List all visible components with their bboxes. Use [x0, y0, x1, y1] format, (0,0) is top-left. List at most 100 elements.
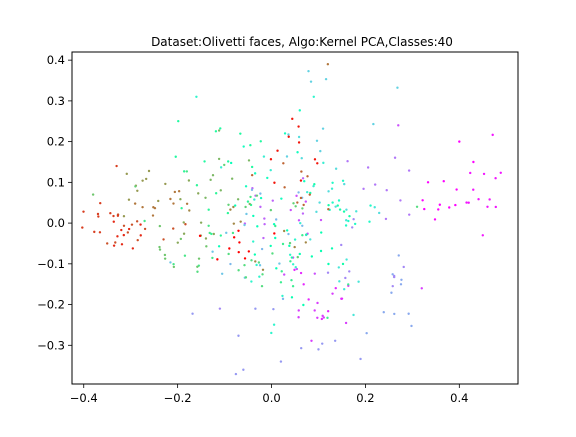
scatter-point	[327, 190, 330, 193]
scatter-point	[302, 303, 305, 307]
scatter-point	[499, 171, 502, 174]
scatter-point	[343, 288, 346, 291]
scatter-point	[99, 201, 102, 205]
scatter-point	[143, 227, 147, 231]
scatter-point	[433, 218, 437, 221]
scatter-point	[209, 178, 212, 182]
scatter-point	[229, 161, 233, 165]
scatter-point	[297, 309, 300, 312]
scatter-point	[295, 194, 298, 198]
y-tick-label: 0.3	[47, 94, 65, 108]
scatter-point	[141, 179, 144, 182]
scatter-point	[301, 207, 304, 210]
scatter-point	[253, 253, 257, 256]
scatter-point	[373, 206, 376, 209]
scatter-point	[263, 222, 266, 226]
scatter-point	[315, 210, 318, 214]
scatter-point	[179, 198, 182, 201]
scatter-point	[442, 180, 445, 183]
scatter-point	[184, 223, 187, 226]
scatter-point	[195, 184, 199, 187]
scatter-point	[127, 198, 131, 201]
scatter-point	[298, 109, 301, 112]
scatter-point	[198, 234, 202, 238]
scatter-point	[269, 208, 273, 212]
scatter-point	[373, 183, 377, 186]
scatter-point	[344, 224, 348, 227]
scatter-point	[297, 135, 301, 139]
scatter-point	[486, 205, 489, 208]
scatter-point	[226, 211, 230, 215]
scatter-point	[127, 227, 131, 231]
scatter-point	[134, 185, 137, 188]
scatter-point	[305, 233, 308, 236]
scatter-point	[290, 256, 294, 259]
scatter-point	[300, 157, 303, 160]
scatter-point	[219, 234, 222, 237]
scatter-point	[321, 127, 325, 130]
scatter-point	[217, 129, 221, 132]
scatter-point	[207, 224, 210, 227]
scatter-point	[322, 316, 326, 319]
scatter-point	[337, 266, 340, 269]
scatter-point	[250, 280, 253, 283]
scatter-point	[185, 170, 189, 173]
scatter-point	[331, 201, 334, 204]
scatter-point	[294, 265, 297, 269]
scatter-point	[331, 181, 334, 184]
scatter-point	[196, 265, 199, 268]
scatter-point	[346, 160, 349, 163]
scatter-point	[232, 205, 235, 209]
scatter-point	[182, 232, 186, 235]
scatter-point	[330, 247, 334, 250]
scatter-point	[259, 205, 262, 209]
scatter-point	[340, 243, 343, 247]
y-tick-label: −0.1	[37, 257, 65, 271]
scatter-point	[263, 217, 266, 220]
scatter-point	[282, 229, 286, 233]
scatter-point	[230, 177, 234, 180]
scatter-point	[216, 258, 219, 261]
scatter-point	[340, 297, 344, 300]
scatter-point	[488, 198, 491, 201]
scatter-point	[301, 234, 304, 237]
scatter-point	[244, 185, 248, 188]
scatter-point	[238, 241, 241, 244]
scatter-point	[262, 236, 265, 240]
scatter-point	[120, 228, 123, 232]
scatter-point	[157, 199, 160, 203]
scatter-point	[342, 210, 346, 213]
scatter-point	[180, 207, 183, 210]
scatter-point	[326, 271, 330, 274]
scatter-point	[454, 203, 457, 207]
scatter-point	[109, 212, 112, 215]
scatter-point	[294, 205, 297, 208]
scatter-point	[250, 188, 254, 192]
scatter-point	[227, 203, 230, 206]
scatter-point	[185, 202, 189, 205]
scatter-point	[225, 231, 228, 235]
scatter-point	[285, 229, 289, 232]
scatter-point	[231, 231, 235, 235]
scatter-point	[243, 263, 246, 267]
scatter-point	[308, 193, 311, 196]
scatter-point	[274, 224, 277, 228]
scatter-point	[195, 95, 198, 99]
scatter-point	[112, 214, 115, 218]
scatter-point	[396, 86, 399, 89]
scatter-point	[173, 190, 177, 194]
scatter-point	[351, 226, 354, 229]
scatter-point	[296, 151, 299, 154]
scatter-point	[226, 160, 230, 163]
scatter-point	[172, 227, 175, 230]
scatter-point	[197, 192, 200, 195]
scatter-point	[399, 199, 402, 202]
scatter-point	[274, 218, 278, 221]
scatter-point	[153, 206, 157, 210]
scatter-point	[250, 259, 253, 262]
scatter-point	[306, 175, 309, 178]
scatter-point	[204, 196, 207, 200]
scatter-point	[299, 271, 303, 275]
scatter-point	[399, 283, 403, 286]
